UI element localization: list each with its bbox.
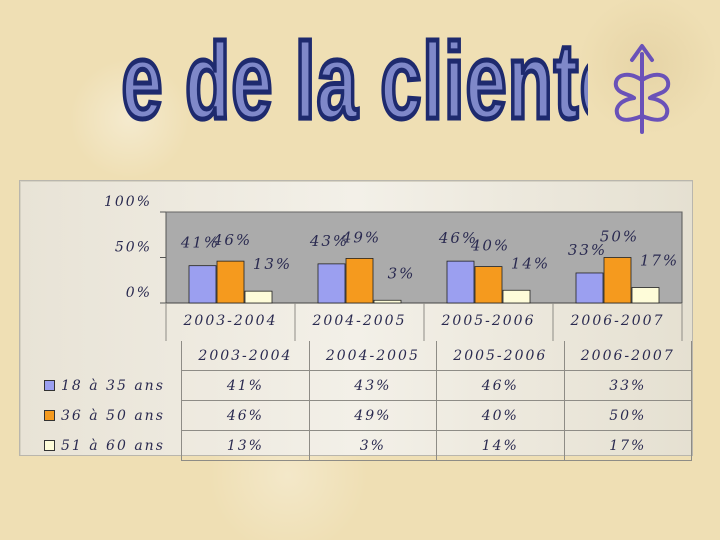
table-cell: 3% bbox=[308, 430, 438, 461]
chart-panel: 0% 50% 100% 41% 46% 13% 2003-2004 43% 49% 3% 2004-… bbox=[19, 180, 693, 461]
table-cell: 33% bbox=[563, 370, 693, 401]
category-label: 2006-2007 bbox=[563, 341, 693, 371]
data-label: 50% bbox=[600, 228, 639, 246]
y-tick-label: 50% bbox=[115, 240, 152, 256]
category-label: 2004-2005 bbox=[308, 341, 438, 371]
bar bbox=[575, 272, 604, 304]
legend-key bbox=[44, 440, 55, 451]
legend-entry: 36 à 50 ans bbox=[40, 400, 183, 431]
table-cell: 14% bbox=[436, 430, 565, 461]
logo bbox=[606, 40, 678, 136]
x-tick-label: 2006-2007 bbox=[570, 313, 665, 329]
series-name: 18 à 35 ans bbox=[61, 377, 165, 394]
bar bbox=[373, 299, 402, 304]
legend-entry: 18 à 35 ans bbox=[40, 370, 183, 401]
data-label: 41% bbox=[180, 234, 220, 252]
data-label: 46% bbox=[212, 231, 252, 249]
data-table-corner bbox=[40, 341, 183, 371]
legend-key bbox=[44, 380, 55, 391]
data-label: 49% bbox=[341, 228, 381, 246]
x-tick-label: 2005-2006 bbox=[441, 313, 536, 329]
data-table-header-row: 2003-2004 2004-2005 2005-2006 2006-2007 bbox=[40, 341, 693, 371]
bar bbox=[603, 257, 632, 304]
y-tick-label: 100% bbox=[104, 194, 152, 210]
data-label: 33% bbox=[568, 241, 607, 259]
category-label: 2003-2004 bbox=[181, 341, 310, 371]
table-cell: 43% bbox=[308, 370, 438, 401]
category-label: 2005-2006 bbox=[436, 341, 565, 371]
data-label: 14% bbox=[511, 254, 550, 272]
x-tick-label: 2003-2004 bbox=[183, 313, 278, 329]
bar-chart: 0%50%100%41%46%13%2003-200443%49%3%2004-… bbox=[104, 194, 683, 341]
bar bbox=[216, 260, 245, 304]
table-cell: 17% bbox=[563, 430, 693, 461]
bar bbox=[345, 258, 374, 304]
table-cell: 46% bbox=[436, 370, 565, 401]
data-label: 46% bbox=[438, 229, 478, 247]
data-label: 43% bbox=[309, 232, 349, 250]
bar bbox=[188, 265, 217, 304]
bar bbox=[631, 287, 660, 304]
table-cell: 46% bbox=[181, 400, 310, 431]
data-label: 40% bbox=[470, 237, 510, 255]
table-cell: 41% bbox=[181, 370, 310, 401]
data-table-row: 51 à 60 ans 13% 3% 14% 17% bbox=[40, 430, 693, 461]
data-label: 3% bbox=[388, 264, 416, 282]
bar bbox=[502, 289, 531, 304]
bar bbox=[446, 260, 475, 304]
bar bbox=[317, 263, 346, 304]
data-table-row: 36 à 50 ans 46% 49% 40% 50% bbox=[40, 400, 693, 431]
x-tick-label: 2004-2005 bbox=[312, 313, 407, 329]
legend-key bbox=[44, 410, 55, 421]
data-label: 17% bbox=[640, 252, 679, 270]
data-table: 2003-2004 2004-2005 2005-2006 2006-2007 … bbox=[40, 341, 693, 461]
series-name: 36 à 50 ans bbox=[61, 407, 165, 424]
data-table-row: 18 à 35 ans 41% 43% 46% 33% bbox=[40, 370, 693, 401]
page-title: Âge de la clientèle bbox=[19, 18, 687, 158]
y-tick-label: 0% bbox=[126, 285, 152, 301]
table-cell: 40% bbox=[436, 400, 565, 431]
stylized-tree-icon bbox=[613, 44, 671, 134]
bar bbox=[244, 290, 273, 304]
series-name: 51 à 60 ans bbox=[61, 437, 165, 454]
data-label: 13% bbox=[253, 255, 292, 273]
bar bbox=[474, 266, 503, 304]
page-title-text: Âge de la clientèle bbox=[118, 21, 588, 141]
table-cell: 13% bbox=[181, 430, 310, 461]
table-cell: 49% bbox=[308, 400, 438, 431]
table-cell: 50% bbox=[563, 400, 693, 431]
legend-entry: 51 à 60 ans bbox=[40, 430, 183, 461]
